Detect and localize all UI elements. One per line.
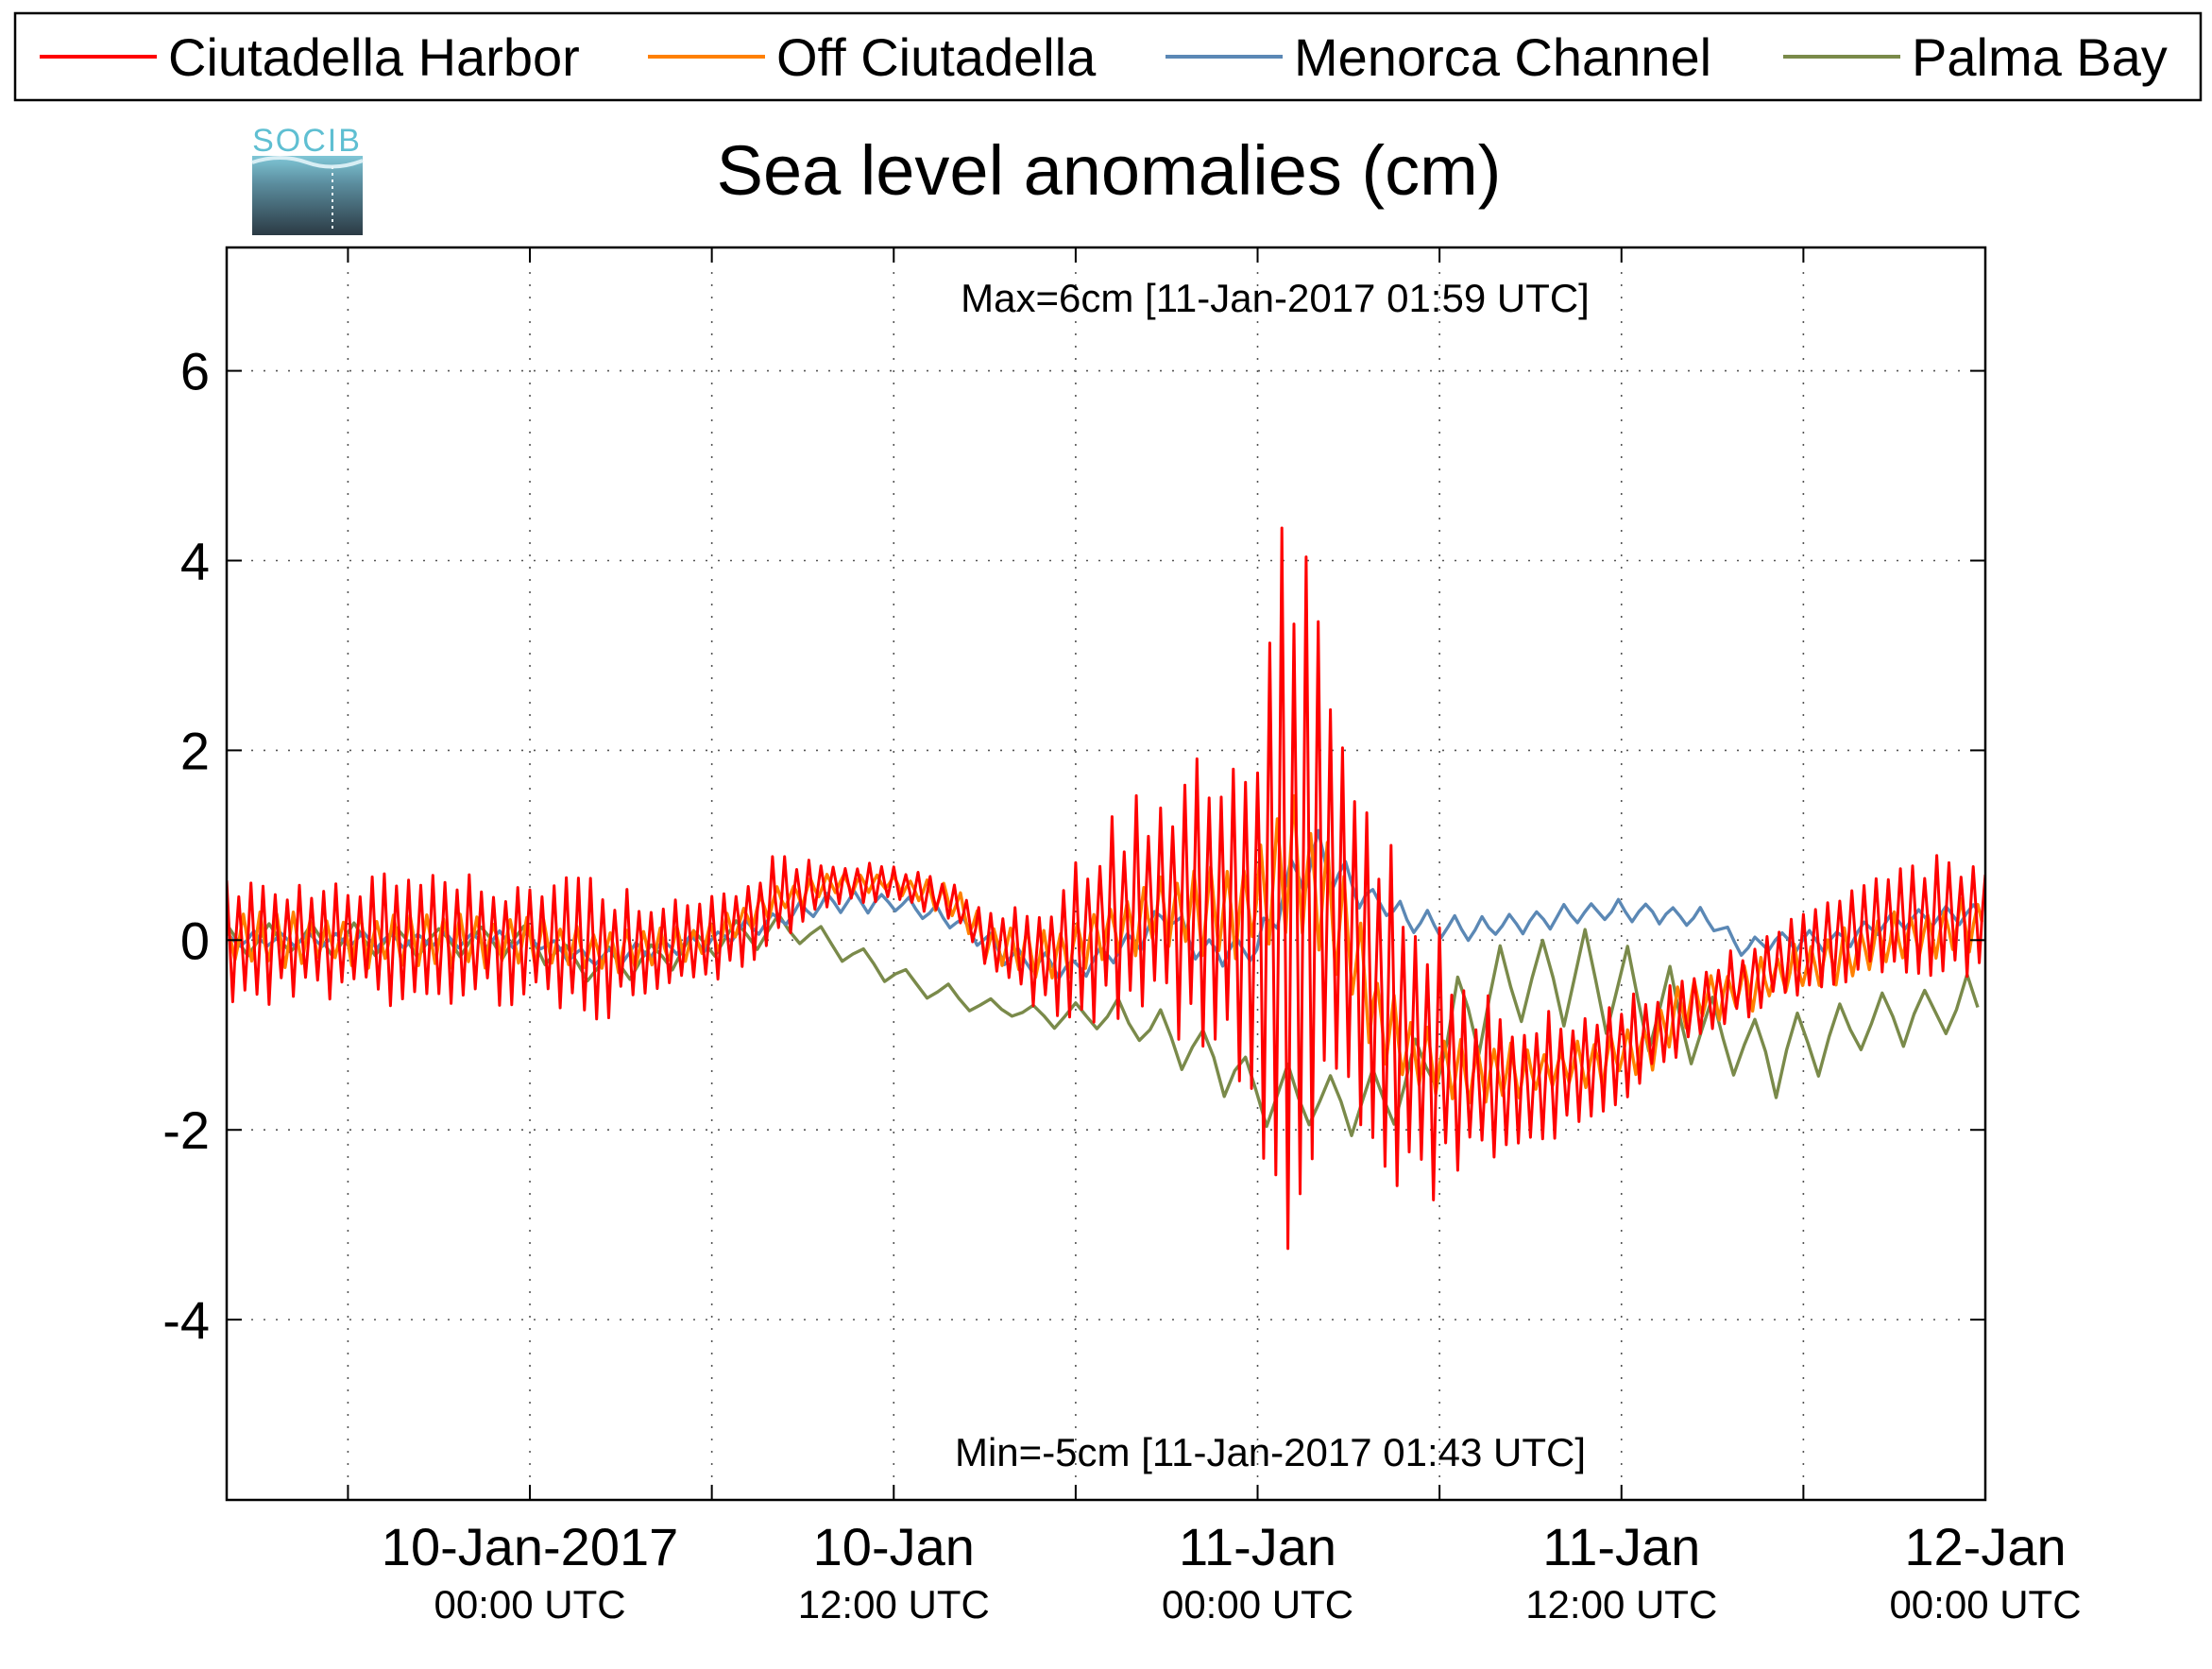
x-tick-label-time: 00:00 UTC: [434, 1582, 625, 1626]
legend-item-palma-bay: Palma Bay: [1783, 27, 2168, 87]
series-line-palma-bay: [227, 912, 1980, 1137]
x-axis-labels: 10-Jan-2017 00:00 UTC 10-Jan 12:00 UTC 11-Ja…: [382, 1517, 2082, 1626]
legend-item-ciutadella-harbor: Ciutadella Harbor: [40, 27, 580, 87]
tick-layer: [227, 247, 1985, 1500]
plot-frame: [225, 246, 1987, 1502]
x-tick-label-time: 12:00 UTC: [1525, 1582, 1717, 1626]
x-tick-label-date: 11-Jan: [1179, 1517, 1336, 1576]
y-tick-label: -2: [162, 1100, 210, 1160]
series-line-ciutadella-harbor: [227, 526, 1985, 1251]
x-tick-label-time: 12:00 UTC: [798, 1582, 990, 1626]
legend: Ciutadella Harbor Off Ciutadella Menorca…: [13, 11, 2203, 102]
plot-background: [227, 247, 1985, 1500]
y-tick-label: 4: [180, 532, 210, 591]
logo-wave: [251, 156, 364, 169]
annotation-max: Max=6cm [11-Jan-2017 01:59 UTC]: [961, 276, 1590, 320]
legend-label-palma-bay: Palma Bay: [1912, 27, 2168, 87]
x-tick-label-time: 00:00 UTC: [1889, 1582, 2081, 1626]
y-tick-label: 0: [180, 911, 210, 970]
legend-label-off-ciutadella: Off Ciutadella: [776, 27, 1097, 87]
y-axis-labels: -4 -2 0 2 4 6: [162, 342, 210, 1351]
logo-block: [252, 156, 363, 235]
x-tick-label-date: 12-Jan: [1904, 1517, 2066, 1576]
x-tick-label-time: 00:00 UTC: [1162, 1582, 1353, 1626]
logo-text: SOCIB: [252, 123, 362, 159]
legend-label-menorca-channel: Menorca Channel: [1294, 27, 1711, 87]
x-tick-label-date: 10-Jan-2017: [382, 1517, 678, 1576]
y-tick-label: -4: [162, 1290, 210, 1350]
annotation-min: Min=-5cm [11-Jan-2017 01:43 UTC]: [955, 1430, 1586, 1474]
legend-item-off-ciutadella: Off Ciutadella: [648, 27, 1097, 87]
legend-label-ciutadella-harbor: Ciutadella Harbor: [168, 27, 580, 87]
series-layer: [227, 526, 1985, 1251]
chart-title: Sea level anomalies (cm): [717, 131, 1502, 210]
y-tick-label: 6: [180, 342, 210, 401]
socib-logo: SOCIB: [251, 123, 364, 235]
y-tick-label: 2: [180, 721, 210, 780]
x-tick-label-date: 11-Jan: [1542, 1517, 1700, 1576]
legend-item-menorca-channel: Menorca Channel: [1166, 27, 1711, 87]
plot-area: [225, 246, 1987, 1502]
x-tick-label-date: 10-Jan: [813, 1517, 975, 1576]
